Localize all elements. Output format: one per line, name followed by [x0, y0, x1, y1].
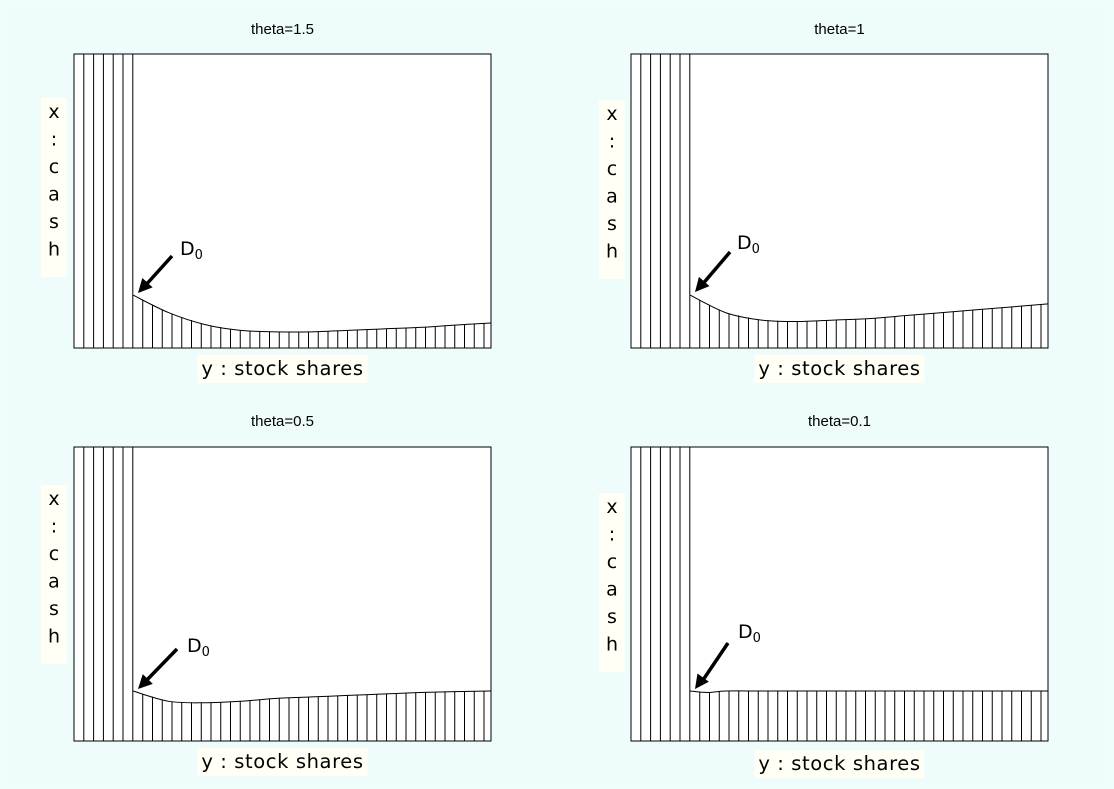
annotation-label: D0	[187, 635, 210, 660]
annotation-arrowhead	[695, 276, 710, 292]
annotation-arrow	[142, 254, 174, 289]
chart-panel-3: theta=0.5 y : stock shares x: c a s h D0	[41, 413, 492, 776]
x-label-background	[754, 750, 925, 778]
annotation-arrowhead	[695, 673, 709, 689]
annotation-label: D0	[737, 232, 760, 257]
annotation-arrowhead	[138, 277, 153, 293]
annotation-arrow	[699, 250, 732, 288]
annotation-arrow	[142, 647, 179, 685]
x-label-background	[197, 355, 368, 383]
boundary-curve	[132, 294, 492, 333]
y-label-background	[599, 100, 625, 279]
y-label-background	[41, 98, 67, 277]
panel-title: theta=1	[814, 21, 864, 38]
x-axis-label: y : stock shares	[758, 357, 920, 380]
x-label-background	[197, 748, 368, 776]
boundary-curve	[689, 294, 1049, 323]
y-label-background	[599, 493, 625, 672]
x-label-background	[754, 355, 925, 383]
y-label-background	[41, 485, 67, 664]
x-axis-label: y : stock shares	[201, 750, 363, 773]
x-axis-label: y : stock shares	[758, 752, 920, 775]
plot-area	[630, 446, 1049, 742]
panel-title: theta=0.5	[251, 413, 314, 430]
boundary-curve	[132, 690, 492, 704]
plot-area	[630, 53, 1049, 349]
plot-area	[73, 446, 492, 742]
panel-title: theta=1.5	[251, 21, 314, 38]
annotation-label: D0	[738, 621, 761, 646]
chart-panel-4: theta=0.1 y : stock shares x: c a s h D0	[599, 413, 1049, 778]
x-axis-label: y : stock shares	[201, 357, 363, 380]
boundary-curve	[689, 690, 1048, 693]
panel-title: theta=0.1	[808, 413, 871, 430]
chart-panel-1: theta=1.5 y : stock shares x: c a s h D0	[41, 21, 492, 383]
chart-panel-2: theta=1 y : stock shares x: c a s h D0	[599, 21, 1049, 383]
plot-area	[73, 53, 492, 349]
annotation-arrowhead	[138, 674, 153, 689]
annotation-arrow	[699, 642, 730, 684]
annotation-label: D0	[180, 238, 203, 263]
